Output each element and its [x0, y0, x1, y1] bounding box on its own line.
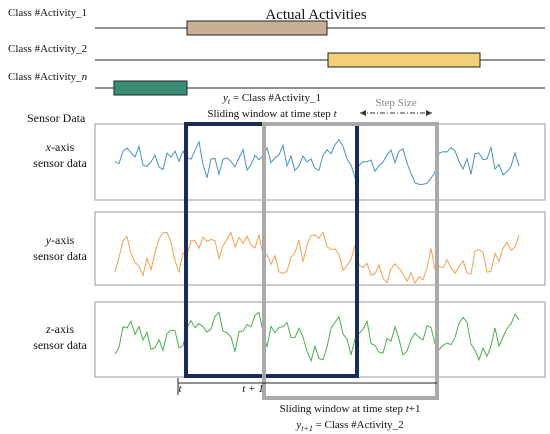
- activity-label: Class #Activity_n: [8, 71, 88, 83]
- sensor-label: sensor data: [33, 249, 87, 263]
- signal: [114, 138, 520, 185]
- panel: [94, 123, 546, 201]
- sensor-label: sensor data: [33, 338, 87, 352]
- window-caption: Sliding window at time step t: [207, 108, 337, 120]
- activity-label: Class #Activity_1: [8, 7, 87, 19]
- activity-box: [113, 80, 188, 96]
- time-label: t: [178, 383, 182, 395]
- window-label: yt+1 = Class #Activity_2: [295, 419, 403, 433]
- panel: [94, 301, 546, 378]
- signal: [114, 311, 520, 363]
- step-size-label: Step Size: [375, 97, 416, 109]
- activity-box: [186, 20, 328, 36]
- signal: [114, 231, 520, 285]
- activity-box: [327, 52, 481, 68]
- sensor-label: sensor data: [33, 156, 87, 170]
- time-label: t + 1: [242, 383, 263, 395]
- sensor-label: z-axis: [45, 322, 74, 336]
- sensor-label: x-axis: [45, 140, 75, 154]
- window-caption: Sliding window at time step t+1: [280, 403, 421, 415]
- sensor-label: y-axis: [45, 233, 75, 247]
- window-label: yt = Class #Activity_1: [222, 92, 321, 106]
- activity-label: Class #Activity_2: [8, 43, 87, 55]
- panel: [94, 211, 546, 286]
- sensor-heading: Sensor Data: [27, 111, 86, 125]
- window-t1: [262, 122, 439, 400]
- title: Actual Activities: [265, 7, 366, 23]
